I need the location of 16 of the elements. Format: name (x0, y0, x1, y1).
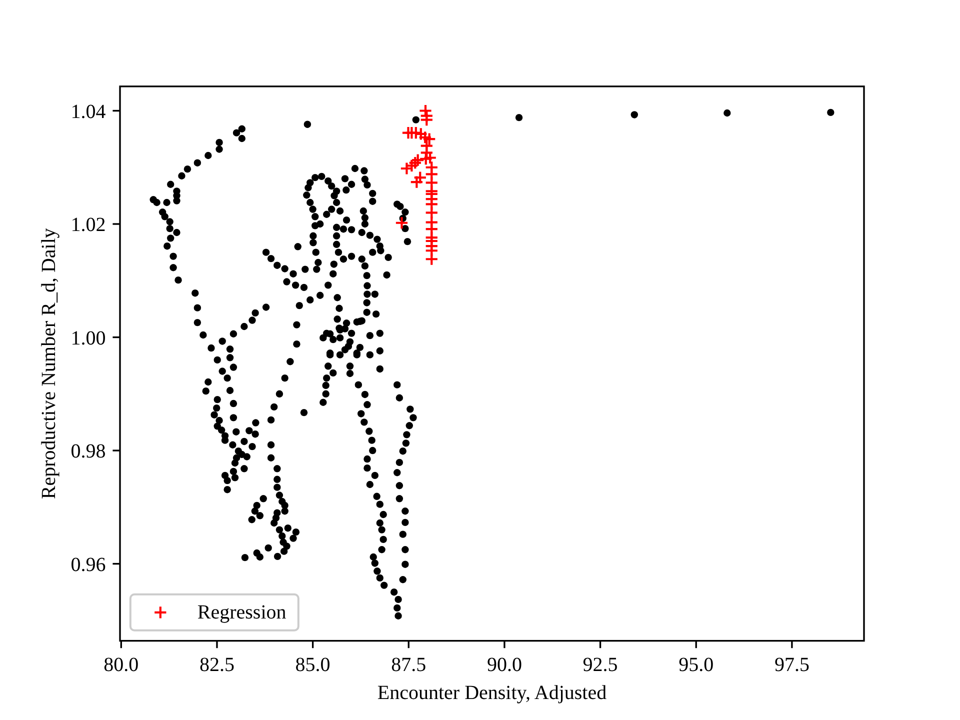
x-tick-label: 90.0 (486, 654, 522, 676)
y-tick-label: 0.96 (70, 554, 106, 576)
x-tick-label: 97.5 (774, 654, 810, 676)
y-tick-label: 1.02 (70, 214, 106, 236)
x-axis-title: Encounter Density, Adjusted (377, 682, 607, 704)
y-tick-label: 0.98 (70, 440, 106, 463)
x-tick-label: 85.0 (295, 654, 330, 676)
x-tick-label: 92.5 (582, 654, 618, 676)
y-axis-title: Reproductive Number R_d, Daily (38, 228, 60, 500)
y-tick-label: 1.04 (70, 100, 106, 123)
x-tick-label: 80.0 (104, 654, 139, 676)
x-tick-label: 87.5 (391, 654, 426, 676)
x-tick-label: 95.0 (678, 654, 714, 676)
x-tick-label: 82.5 (199, 654, 234, 676)
legend-label: Regression (197, 601, 286, 624)
y-tick-label: 1.00 (70, 327, 106, 350)
